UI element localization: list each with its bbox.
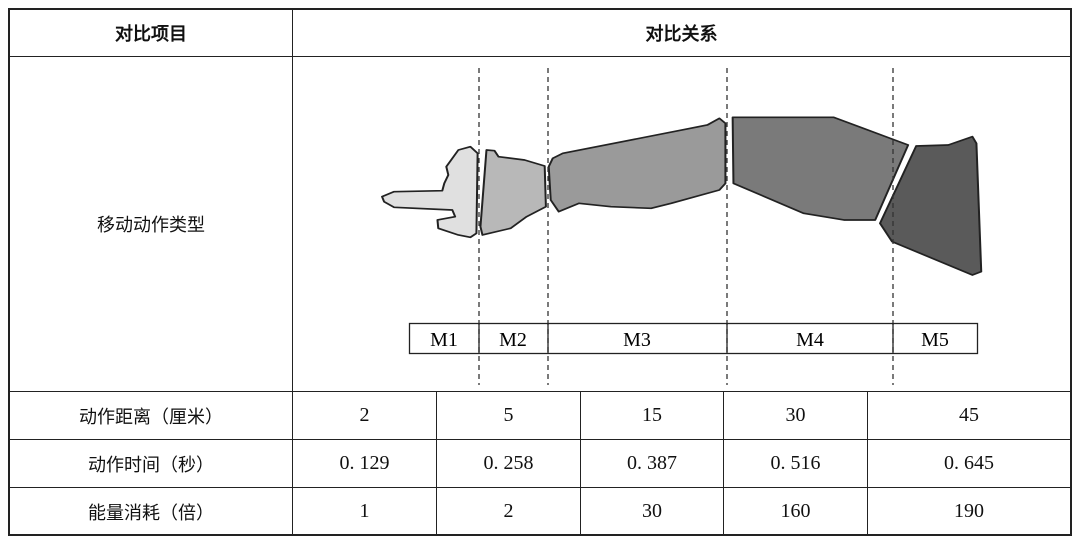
table-cell: 160 <box>780 500 811 522</box>
row-divider <box>8 391 1072 392</box>
col-divider <box>580 391 581 536</box>
segment-bar <box>408 322 979 355</box>
segment-label-m4: M4 <box>796 329 824 351</box>
wrist-shape-m2 <box>479 149 547 236</box>
header-compare-relation: 对比关系 <box>645 24 718 45</box>
row-label: 动作时间（秒） <box>88 454 214 476</box>
upper-arm-shape-m4 <box>731 116 910 221</box>
col-divider <box>867 391 868 536</box>
table-cell: 30 <box>642 500 662 522</box>
table-border-bottom <box>8 534 1072 536</box>
table-cell: 2 <box>503 500 514 522</box>
row-label: 动作距离（厘米） <box>79 406 223 428</box>
table-cell: 190 <box>954 500 984 522</box>
table-border-right <box>1070 8 1072 536</box>
forearm-shape-m3 <box>547 117 727 213</box>
col-divider <box>723 391 724 536</box>
table-cell: 30 <box>785 404 806 426</box>
segment-label-m5: M5 <box>921 329 949 351</box>
table-cell: 5 <box>503 404 514 426</box>
table-border-left <box>8 8 10 536</box>
table-cell: 0. 516 <box>770 452 821 474</box>
table-cell: 0. 258 <box>483 452 534 474</box>
row-divider <box>8 487 1072 488</box>
row-divider <box>8 439 1072 440</box>
col-divider <box>292 8 293 536</box>
row-label: 能量消耗（倍） <box>88 502 214 524</box>
segment-label-m2: M2 <box>499 329 527 351</box>
hand-finger-shape-m1 <box>381 145 479 239</box>
header-compare-item: 对比项目 <box>115 24 187 45</box>
table-cell: 0. 387 <box>627 452 677 474</box>
row-divider <box>8 56 1072 57</box>
table-cell: 2 <box>359 404 370 426</box>
shoulder-shape-m5 <box>879 135 983 276</box>
col-divider <box>436 391 437 536</box>
movement-type-label: 移动动作类型 <box>97 215 205 236</box>
segment-label-m3: M3 <box>623 329 651 351</box>
table-cell: 1 <box>359 500 370 522</box>
table-cell: 15 <box>642 404 662 426</box>
table-cell: 45 <box>959 404 979 426</box>
segment-label-m1: M1 <box>430 329 458 351</box>
table-cell: 0. 129 <box>339 452 390 474</box>
table-border-top <box>8 8 1072 10</box>
table-cell: 0. 645 <box>944 452 994 474</box>
